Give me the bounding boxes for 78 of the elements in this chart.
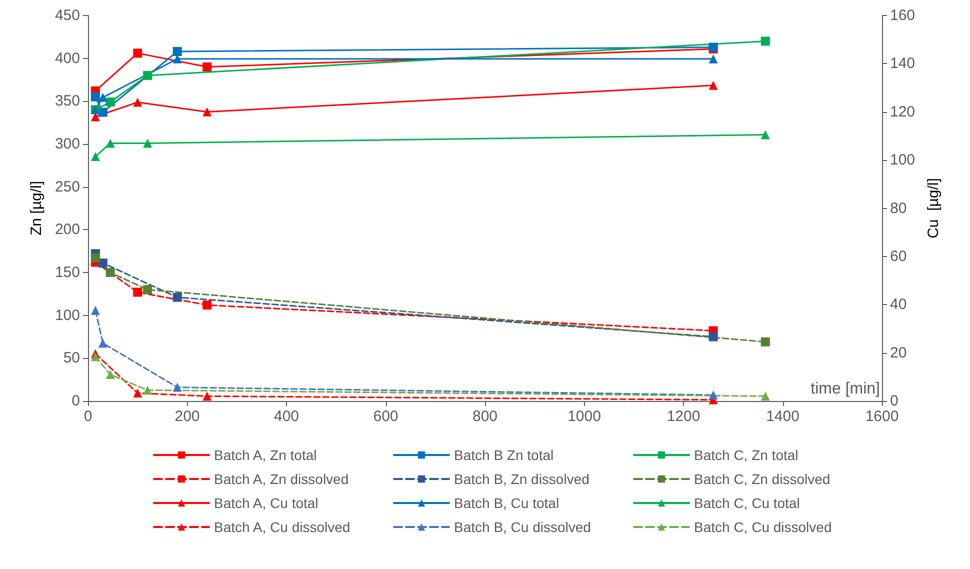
x-tick-label: 1400 bbox=[766, 408, 800, 425]
point bbox=[172, 382, 182, 392]
point bbox=[90, 92, 100, 102]
point bbox=[708, 390, 718, 400]
legend-label: Batch A, Cu total bbox=[214, 495, 318, 511]
legend-label: Batch B, Cu dissolved bbox=[454, 519, 591, 535]
point bbox=[106, 268, 115, 277]
x-tick-label: 800 bbox=[472, 408, 498, 425]
point bbox=[708, 54, 718, 64]
point bbox=[106, 370, 115, 379]
y2-axis-title: Cu [µg/l] bbox=[924, 178, 942, 238]
point bbox=[133, 388, 142, 398]
y-tick-label: 450 bbox=[54, 7, 80, 24]
y2-tick-label: 60 bbox=[890, 248, 907, 265]
legend-label: Batch C, Zn total bbox=[694, 447, 798, 463]
y-tick-label: 200 bbox=[54, 221, 80, 238]
point bbox=[143, 138, 152, 148]
y-axis-title: Zn [µg/l] bbox=[28, 181, 46, 236]
x-tick-label: 400 bbox=[274, 408, 300, 425]
point bbox=[760, 337, 770, 346]
y-tick-label: 250 bbox=[54, 178, 80, 196]
point bbox=[202, 62, 212, 72]
y-tick-label: 0 bbox=[72, 392, 80, 410]
y-tick-label: 300 bbox=[54, 136, 80, 152]
x-tick-label: 1600 bbox=[865, 408, 899, 425]
point bbox=[708, 80, 718, 90]
point bbox=[202, 107, 212, 116]
point bbox=[106, 98, 115, 107]
x-tick-label: 200 bbox=[174, 408, 200, 425]
y2-tick-label: 100 bbox=[890, 152, 916, 169]
point bbox=[90, 152, 100, 161]
x-axis-title: time [min] bbox=[810, 380, 880, 398]
legend-label: Batch A, Zn dissolved bbox=[214, 471, 349, 487]
y2-tick-label: 0 bbox=[890, 392, 898, 410]
point bbox=[90, 253, 100, 262]
y2-tick-label: 20 bbox=[890, 344, 907, 362]
x-tick-label: 600 bbox=[373, 408, 398, 425]
y-tick-label: 50 bbox=[63, 350, 80, 367]
point bbox=[90, 306, 100, 315]
point bbox=[143, 70, 152, 80]
point bbox=[133, 288, 142, 297]
y2-tick-label: 80 bbox=[890, 200, 907, 217]
legend-label: Batch A, Cu dissolved bbox=[214, 519, 350, 535]
y-tick-label: 100 bbox=[54, 306, 80, 324]
point bbox=[202, 392, 212, 401]
point bbox=[172, 292, 182, 302]
x-tick-label: 1000 bbox=[568, 408, 601, 425]
y2-tick-label: 140 bbox=[890, 55, 916, 72]
point bbox=[172, 46, 182, 56]
legend-label: Batch A, Zn total bbox=[214, 447, 317, 463]
point bbox=[143, 285, 152, 294]
y2-tick-label: 40 bbox=[890, 296, 907, 314]
point bbox=[98, 258, 108, 268]
legend-label: Batch B, Cu total bbox=[454, 495, 560, 511]
legend-label: Batch C, Cu dissolved bbox=[694, 519, 832, 535]
point bbox=[98, 92, 108, 102]
legend-label: Batch C, Zn dissolved bbox=[694, 471, 830, 487]
y2-tick-label: 120 bbox=[890, 103, 916, 120]
y2-tick-label: 160 bbox=[890, 7, 916, 24]
y-tick-label: 350 bbox=[54, 92, 80, 110]
point bbox=[133, 98, 142, 107]
legend-label: Batch B Zn total bbox=[454, 447, 554, 463]
point bbox=[133, 48, 142, 58]
y-tick-label: 400 bbox=[54, 50, 80, 67]
point bbox=[760, 130, 770, 140]
point bbox=[90, 352, 100, 362]
point bbox=[98, 338, 108, 348]
y-tick-label: 150 bbox=[54, 264, 80, 281]
point bbox=[106, 138, 115, 148]
x-tick-label: 1200 bbox=[666, 408, 700, 425]
point bbox=[202, 300, 212, 310]
point bbox=[760, 36, 770, 46]
point bbox=[708, 332, 718, 342]
legend-label: Batch C, Cu total bbox=[694, 495, 800, 511]
point bbox=[760, 392, 770, 401]
x-tick-label: 0 bbox=[84, 408, 92, 425]
point bbox=[143, 386, 152, 395]
legend-label: Batch B, Zn dissolved bbox=[454, 471, 590, 487]
